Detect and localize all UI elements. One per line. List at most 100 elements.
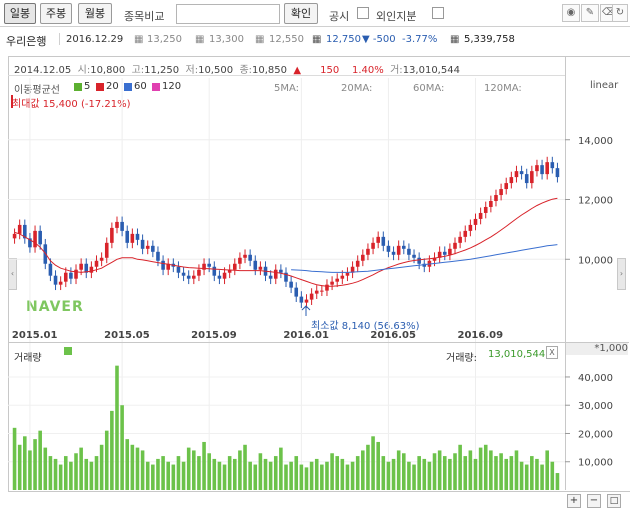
volume-bar <box>299 464 304 490</box>
volume-bar <box>489 450 493 490</box>
volume-bar <box>463 456 468 490</box>
candle-body <box>63 272 68 282</box>
volume-bar <box>84 458 89 490</box>
volume-bar <box>371 436 375 490</box>
candle-body <box>550 162 555 169</box>
volume-bar <box>386 461 391 490</box>
compare-input[interactable] <box>176 4 280 24</box>
candle-body <box>140 239 145 249</box>
volume-bar <box>115 365 119 490</box>
scale-type[interactable]: linear <box>590 80 619 91</box>
ma120-swatch[interactable] <box>152 83 160 91</box>
volume-bar <box>504 458 509 490</box>
ma5-swatch[interactable] <box>74 83 82 91</box>
candle-body <box>340 275 345 279</box>
info-low: 12,550 <box>269 34 304 45</box>
monthly-button[interactable]: 월봉 <box>78 3 112 24</box>
candle-body <box>396 245 401 255</box>
candle-body <box>28 238 32 248</box>
volume-bar <box>156 458 160 490</box>
panel-divider <box>8 342 629 343</box>
volume-bar <box>110 410 114 490</box>
compare-label: 종목비교 <box>124 10 165 23</box>
candle-body <box>555 168 560 178</box>
candle-body <box>104 242 109 258</box>
candle-body <box>468 224 473 231</box>
volume-bar <box>99 444 104 490</box>
confirm-button[interactable]: 확인 <box>284 3 318 24</box>
candle-body <box>473 218 478 225</box>
volume-bar <box>519 461 524 490</box>
candle-body <box>535 165 539 172</box>
volume-bar <box>12 427 17 490</box>
candle-body <box>320 290 324 292</box>
volume-bar <box>268 461 273 490</box>
hover-low: 10,500 <box>198 65 234 76</box>
ma120-label: 120 <box>162 81 182 92</box>
ma5-label: 5 <box>84 81 91 92</box>
ma60-swatch[interactable] <box>124 83 132 91</box>
hover-volume: 13,010,544 <box>402 65 460 76</box>
candle-body <box>545 162 549 175</box>
weekly-button[interactable]: 주봉 <box>40 3 72 24</box>
volume-bar <box>53 458 58 490</box>
reset-zoom-icon[interactable]: □ <box>607 494 621 508</box>
right-collapse-tab[interactable]: › <box>617 258 626 290</box>
stock-name: 우리은행 <box>6 35 47 48</box>
bulb-icon[interactable]: ◉ <box>562 4 580 22</box>
volume-bar <box>550 461 555 490</box>
pencil-icon[interactable]: ✎ <box>581 4 599 22</box>
disclosure-checkbox[interactable] <box>357 7 369 19</box>
divider <box>0 26 630 27</box>
volume-bar <box>396 450 401 490</box>
volume-bar <box>320 464 324 490</box>
volume-bar <box>412 464 416 490</box>
volume-bar <box>422 458 427 490</box>
volume-bar <box>125 439 130 490</box>
volume-swatch[interactable] <box>64 347 72 355</box>
candle-body <box>23 224 27 239</box>
candle-body <box>268 275 273 279</box>
candle-body <box>504 183 509 190</box>
volume-bar <box>120 405 124 490</box>
volume-bar <box>28 450 32 490</box>
volume-bar <box>524 464 529 490</box>
volume-bar <box>253 464 258 490</box>
x-tick-label: 2016.01 <box>283 330 329 341</box>
x-tick-label: 2015.09 <box>191 330 237 341</box>
candle-body <box>402 245 406 249</box>
candle-body <box>335 278 340 282</box>
naver-logo: NAVER <box>26 299 84 315</box>
volume-bar <box>63 456 68 490</box>
candle-body <box>99 257 104 261</box>
close-panel-icon[interactable]: X <box>546 346 558 359</box>
volume-bar <box>535 458 539 490</box>
v-tick-label: 30,000 <box>578 401 613 412</box>
foreign-checkbox[interactable] <box>432 7 444 19</box>
candle-body <box>361 254 365 261</box>
candle-body <box>422 263 427 267</box>
volume-bar <box>366 444 370 490</box>
refresh-icon[interactable]: ↻ <box>612 4 628 22</box>
daily-button[interactable]: 일봉 <box>4 3 36 24</box>
candle-body <box>279 269 283 273</box>
volume-bar <box>545 450 549 490</box>
ma20-swatch[interactable] <box>96 83 104 91</box>
volume-bar <box>58 464 63 490</box>
candle-body <box>253 260 258 270</box>
candle-body <box>110 227 114 243</box>
volume-bar <box>483 444 488 490</box>
candle-body <box>376 236 380 243</box>
volume-bar <box>499 453 503 490</box>
hover-pct: 1.40% <box>351 65 384 76</box>
left-collapse-tab[interactable]: ‹ <box>8 258 17 290</box>
hover-volume-label: 거: <box>390 65 403 76</box>
volume-bar <box>509 456 514 490</box>
zoom-in-icon[interactable]: + <box>567 494 581 508</box>
candle-body <box>120 221 124 231</box>
volume-bar <box>207 453 211 490</box>
volume-bar <box>151 464 155 490</box>
candle-body <box>514 171 519 178</box>
info-date: 2016.12.29 <box>66 34 124 45</box>
zoom-out-icon[interactable]: − <box>587 494 601 508</box>
